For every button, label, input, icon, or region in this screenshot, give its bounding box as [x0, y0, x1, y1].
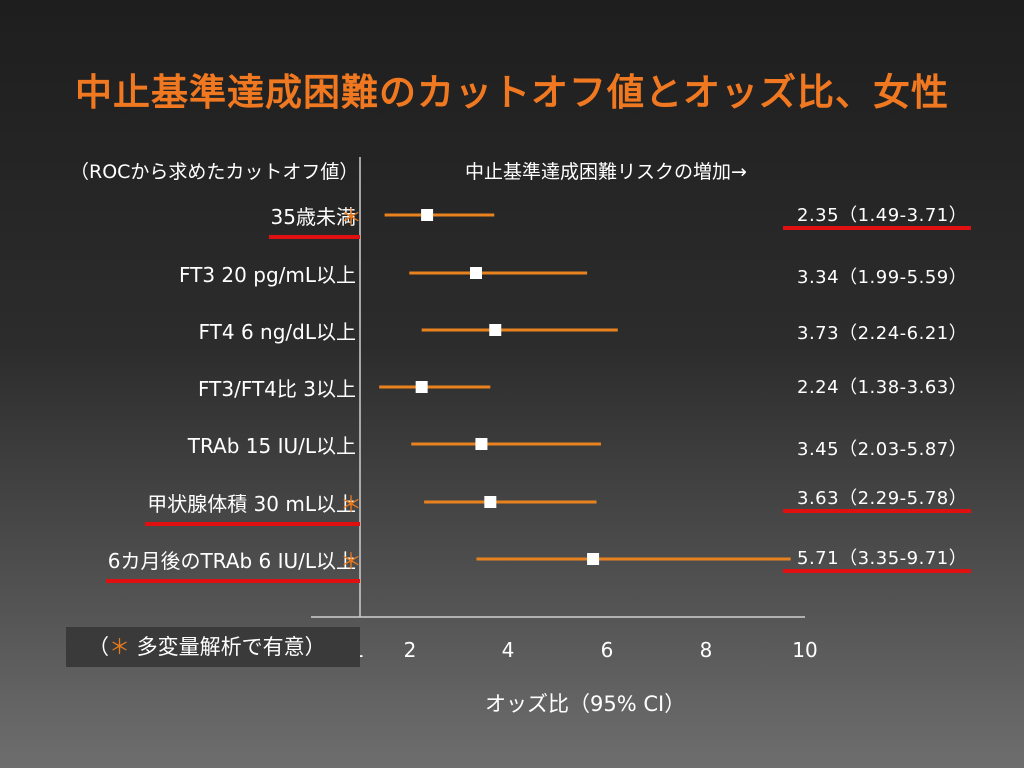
x-tick-label: 6 [601, 638, 614, 662]
odds-ratio-marker [415, 381, 428, 393]
row-label: TRAb 15 IU/L以上 [187, 434, 356, 458]
footnote-open: （ [88, 635, 109, 659]
odds-ratio-marker [489, 324, 502, 336]
risk-direction-header: 中止基準達成困難リスクの増加→ [465, 161, 747, 183]
odds-ratio-marker [469, 267, 482, 279]
ci-value-text: 2.24（1.38-3.63） [797, 377, 968, 398]
row-label: 甲状腺体積 30 mL以上 [147, 492, 356, 516]
significance-star: ＊ [340, 550, 363, 575]
ci-value-text: 3.73（2.24-6.21） [797, 323, 968, 344]
row-label: FT3 20 pg/mL以上 [178, 263, 356, 287]
x-tick-label: 10 [792, 638, 817, 662]
odds-ratio-marker [484, 496, 497, 508]
footnote-star: ＊ [109, 635, 130, 659]
odds-ratio-marker [421, 209, 434, 221]
odds-ratio-marker [475, 438, 488, 450]
significance-star: ＊ [340, 206, 363, 231]
label-underline [145, 522, 360, 526]
row-label: FT4 6 ng/dL以上 [198, 320, 356, 344]
ci-underline [783, 509, 971, 513]
row-label: 6カ月後のTRAb 6 IU/L以上 [107, 549, 356, 573]
significance-star: ＊ [340, 493, 363, 518]
ci-value-text: 2.35（1.49-3.71） [797, 205, 968, 226]
cutoff-column-header: （ROCから求めたカットオフ値） [70, 161, 359, 183]
ci-underline [783, 226, 971, 230]
x-tick-label: 2 [404, 638, 417, 662]
x-tick-label: 8 [700, 638, 713, 662]
label-underline [268, 235, 360, 239]
x-tick-label: 4 [502, 638, 515, 662]
slide-title: 中止基準達成困難のカットオフ値とオッズ比、女性 [75, 71, 949, 114]
ci-value-text: 3.45（2.03-5.87） [797, 439, 968, 460]
ci-value-text: 5.71（3.35-9.71） [797, 548, 968, 569]
ci-value-text: 3.63（2.29-5.78） [797, 488, 968, 509]
ci-underline [783, 569, 971, 573]
row-label: FT3/FT4比 3以上 [197, 377, 356, 401]
x-axis-label: オッズ比（95% CI） [485, 692, 686, 716]
footnote: （＊ 多変量解析で有意） [66, 627, 360, 667]
footnote-text: 多変量解析で有意） [130, 635, 326, 659]
row-label: 35歳未満 [270, 205, 356, 229]
ci-value-text: 3.34（1.99-5.59） [797, 267, 968, 288]
odds-ratio-marker [587, 553, 600, 565]
label-underline [105, 579, 360, 583]
